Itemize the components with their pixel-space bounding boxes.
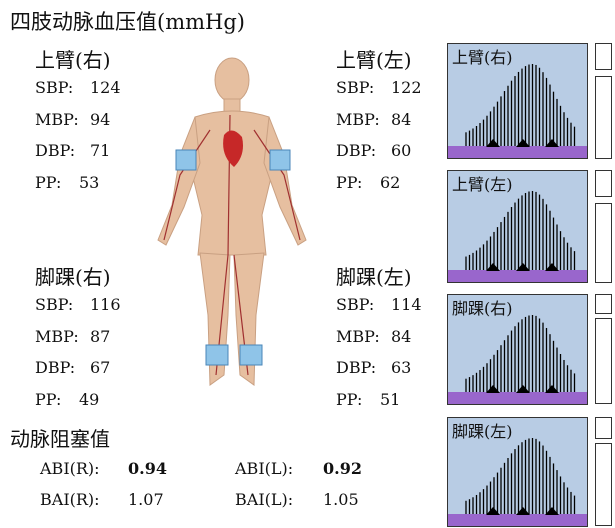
- measure-label: MBP:: [336, 327, 380, 346]
- scroll-box: [595, 43, 612, 70]
- measure-label: DBP:: [336, 141, 377, 160]
- measure-label: SBP:: [336, 295, 375, 314]
- section-label: 脚踝(右): [35, 265, 111, 289]
- marker: [545, 263, 559, 271]
- measure-label: PP:: [35, 390, 62, 409]
- marker: [516, 139, 530, 147]
- measure-value: 62: [380, 173, 401, 192]
- panel-label: 上臂(左): [452, 175, 513, 194]
- scroll-box: [595, 318, 612, 404]
- index-value: 0.92: [323, 459, 362, 478]
- measure-label: SBP:: [35, 78, 74, 97]
- marker: [545, 139, 559, 147]
- waveform: [448, 64, 587, 158]
- measure-value: 63: [391, 358, 412, 377]
- waveform-panel: 脚踝(右): [447, 294, 588, 405]
- scroll-box: [595, 203, 612, 283]
- index-label: ABI(L):: [235, 459, 294, 478]
- waveform: [448, 315, 587, 404]
- waveform-panel: 上臂(右): [447, 43, 588, 159]
- measure-value: 124: [90, 78, 121, 97]
- scroll-box: [595, 417, 612, 439]
- index-value: 1.07: [128, 490, 164, 509]
- waveform-panel: 脚踝(左): [447, 417, 588, 527]
- scroll-box: [595, 294, 612, 314]
- measure-label: MBP:: [35, 327, 79, 346]
- baseline-band: [448, 392, 587, 404]
- marker: [486, 507, 500, 515]
- measure-label: SBP:: [35, 295, 74, 314]
- measure-value: 71: [90, 141, 111, 160]
- section-label: 动脉阻塞值: [10, 427, 110, 451]
- measure-label: SBP:: [336, 78, 375, 97]
- panel-label: 上臂(右): [452, 48, 513, 67]
- measure-label: DBP:: [35, 141, 76, 160]
- measure-value: 51: [380, 390, 401, 409]
- index-label: BAI(R):: [40, 490, 100, 509]
- measure-value: 60: [391, 141, 412, 160]
- measure-value: 84: [391, 327, 412, 346]
- measure-value: 67: [90, 358, 111, 377]
- marker: [486, 263, 500, 271]
- measure-value: 94: [90, 110, 111, 129]
- baseline-band: [448, 514, 587, 526]
- waveform-panel: 上臂(左): [447, 170, 588, 283]
- marker: [486, 139, 500, 147]
- scroll-box: [595, 170, 612, 197]
- measure-value: 114: [391, 295, 422, 314]
- page-title: 四肢动脉血压值(mmHg): [10, 10, 245, 34]
- measure-value: 84: [391, 110, 412, 129]
- index-value: 0.94: [128, 459, 167, 478]
- measure-label: MBP:: [35, 110, 79, 129]
- index-label: BAI(L):: [235, 490, 294, 509]
- section-label: 上臂(右): [35, 48, 111, 72]
- marker: [545, 507, 559, 515]
- measure-label: PP:: [336, 390, 363, 409]
- panel-label: 脚踝(右): [452, 299, 513, 318]
- scroll-box: [595, 76, 612, 159]
- measure-label: PP:: [35, 173, 62, 192]
- measure-value: 53: [79, 173, 100, 192]
- index-value: 1.05: [323, 490, 359, 509]
- index-label: ABI(R):: [40, 459, 100, 478]
- measure-value: 122: [391, 78, 422, 97]
- section-label: 上臂(左): [336, 48, 412, 72]
- measure-value: 49: [79, 390, 100, 409]
- section-label: 脚踝(左): [336, 265, 412, 289]
- panel-label: 脚踝(左): [452, 422, 513, 441]
- baseline-band: [448, 146, 587, 158]
- waveform: [448, 438, 587, 526]
- scroll-box: [595, 443, 612, 526]
- marker: [516, 385, 530, 393]
- measure-label: MBP:: [336, 110, 380, 129]
- marker: [486, 385, 500, 393]
- measure-label: DBP:: [336, 358, 377, 377]
- marker: [516, 507, 530, 515]
- waveform: [448, 191, 587, 282]
- measure-value: 87: [90, 327, 111, 346]
- body-figure: [157, 57, 307, 386]
- baseline-band: [448, 270, 587, 282]
- measure-label: DBP:: [35, 358, 76, 377]
- marker: [516, 263, 530, 271]
- measure-value: 116: [90, 295, 121, 314]
- marker: [545, 385, 559, 393]
- measure-label: PP:: [336, 173, 363, 192]
